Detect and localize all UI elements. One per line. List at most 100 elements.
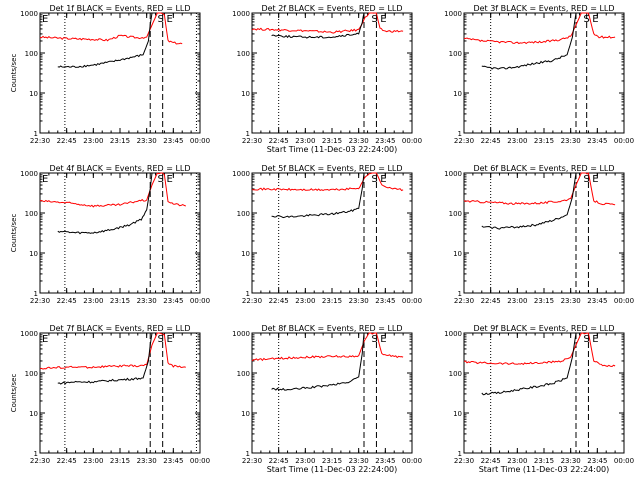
x-tick-label: 23:15 xyxy=(110,457,130,465)
y-tick-label: 100 xyxy=(25,370,38,378)
marker-letter: E xyxy=(592,334,598,345)
panel-det-8: Det 8f BLACK = Events, RED = LLD 1 10 100 10… xyxy=(232,324,422,474)
y-tick-label: 1 xyxy=(458,290,462,298)
marker-letter: E xyxy=(380,334,386,345)
y-tick-label: 10 xyxy=(453,90,462,98)
y-tick-label: 100 xyxy=(237,210,250,218)
y-tick-label: 10 xyxy=(29,250,38,258)
panel-title: Det 8f BLACK = Events, RED = LLD xyxy=(261,324,402,333)
x-tick-label: 22:45 xyxy=(269,297,289,305)
x-tick-label: 23:00 xyxy=(507,297,527,305)
y-tick-label: 10 xyxy=(241,410,250,418)
marker-letter: S xyxy=(371,334,377,345)
marker-letter: S xyxy=(583,334,589,345)
events-series-line xyxy=(271,332,365,391)
panel-det-4: Det 4f BLACK = Events, RED = LLD 1 10 100 10… xyxy=(10,164,210,305)
x-tick-label: 23:30 xyxy=(137,137,157,145)
panel-det-6: Det 6f BLACK = Events, RED = LLD 1 10 100 10… xyxy=(444,164,634,305)
marker-letter: E xyxy=(166,174,172,185)
marker-letter: S xyxy=(158,14,164,25)
panel-det-3: Det 3f BLACK = Events, RED = LLD 1 10 100 10… xyxy=(444,4,634,145)
y-tick-label: 100 xyxy=(449,370,462,378)
y-tick-label: 1000 xyxy=(232,170,250,178)
y-tick-label: 10 xyxy=(29,410,38,418)
y-tick-label: 1 xyxy=(34,450,38,458)
y-tick-label: 1000 xyxy=(232,330,250,338)
panel-det-9: Det 9f BLACK = Events, RED = LLD 1 10 100 10… xyxy=(444,324,634,474)
x-tick-label: 00:00 xyxy=(402,457,422,465)
marker-letter: E xyxy=(592,174,598,185)
y-axis-label: Counts/sec xyxy=(10,374,18,413)
plot-frame xyxy=(39,12,201,134)
y-tick-label: 1 xyxy=(458,450,462,458)
x-tick-label: 23:00 xyxy=(83,137,103,145)
x-tick-label: 22:30 xyxy=(242,297,262,305)
x-tick-label: 23:45 xyxy=(587,137,607,145)
panel-title: Det 9f BLACK = Events, RED = LLD xyxy=(473,324,614,333)
y-tick-label: 1000 xyxy=(444,10,462,18)
x-tick-label: 23:15 xyxy=(110,297,130,305)
y-tick-label: 1000 xyxy=(444,330,462,338)
x-tick-label: 00:00 xyxy=(614,137,634,145)
y-tick-label: 10 xyxy=(453,250,462,258)
lld-series-line xyxy=(251,332,404,362)
y-tick-label: 1000 xyxy=(232,10,250,18)
marker-letter: S xyxy=(583,174,589,185)
plot-frame xyxy=(463,172,625,294)
y-axis-label: Counts/sec xyxy=(10,54,18,93)
y-tick-label: 1 xyxy=(34,130,38,138)
x-tick-label: 23:45 xyxy=(587,297,607,305)
y-tick-label: 100 xyxy=(25,210,38,218)
marker-letter: E xyxy=(166,334,172,345)
x-tick-label: 23:00 xyxy=(507,137,527,145)
x-tick-label: 00:00 xyxy=(614,457,634,465)
plot-frame xyxy=(39,332,201,454)
y-tick-label: 100 xyxy=(449,210,462,218)
x-tick-label: 23:00 xyxy=(83,297,103,305)
x-tick-label: 23:00 xyxy=(83,457,103,465)
y-tick-label: 1 xyxy=(34,290,38,298)
marker-letter: E xyxy=(42,334,48,345)
plot-frame xyxy=(251,332,413,454)
events-series-line xyxy=(481,12,577,70)
panel-title: Det 4f BLACK = Events, RED = LLD xyxy=(49,164,190,173)
x-tick-label: 22:30 xyxy=(30,457,50,465)
x-tick-label: 22:30 xyxy=(242,137,262,145)
x-tick-label: 22:45 xyxy=(57,137,77,145)
marker-letter: E xyxy=(380,174,386,185)
marker-letter: S xyxy=(158,334,164,345)
x-tick-label: 23:15 xyxy=(322,457,342,465)
y-tick-label: 1000 xyxy=(20,170,38,178)
x-tick-label: 23:30 xyxy=(349,457,369,465)
x-tick-label: 00:00 xyxy=(402,137,422,145)
x-tick-label: 23:15 xyxy=(110,137,130,145)
marker-letter: S xyxy=(371,14,377,25)
y-tick-label: 1000 xyxy=(20,10,38,18)
x-tick-label: 23:00 xyxy=(295,457,315,465)
y-tick-label: 1000 xyxy=(20,330,38,338)
x-axis-label: Start Time (11-Dec-03 22:24:00) xyxy=(267,465,398,474)
y-tick-label: 100 xyxy=(237,50,250,58)
x-tick-label: 23:45 xyxy=(375,297,395,305)
marker-letter: E xyxy=(380,14,386,25)
panel-det-7: Det 7f BLACK = Events, RED = LLD 1 10 100 10… xyxy=(10,324,210,465)
events-series-line xyxy=(57,12,153,68)
lld-series-line xyxy=(463,332,616,368)
x-tick-label: 00:00 xyxy=(190,297,210,305)
events-series-line xyxy=(481,332,577,396)
marker-letter: S xyxy=(371,174,377,185)
panel-title: Det 1f BLACK = Events, RED = LLD xyxy=(49,4,190,13)
lld-series-line xyxy=(251,12,404,34)
x-tick-label: 23:15 xyxy=(534,457,554,465)
x-tick-label: 23:30 xyxy=(561,137,581,145)
x-tick-label: 22:45 xyxy=(481,457,501,465)
lld-series-line xyxy=(39,172,186,208)
x-tick-label: 23:30 xyxy=(561,457,581,465)
x-axis-label: Start Time (11-Dec-03 22:24:00) xyxy=(267,145,398,154)
x-tick-label: 22:30 xyxy=(30,137,50,145)
x-axis-label: Start Time (11-Dec-03 22:24:00) xyxy=(479,465,610,474)
events-series-line xyxy=(57,332,153,385)
y-tick-label: 100 xyxy=(237,370,250,378)
lld-series-line xyxy=(39,332,186,370)
